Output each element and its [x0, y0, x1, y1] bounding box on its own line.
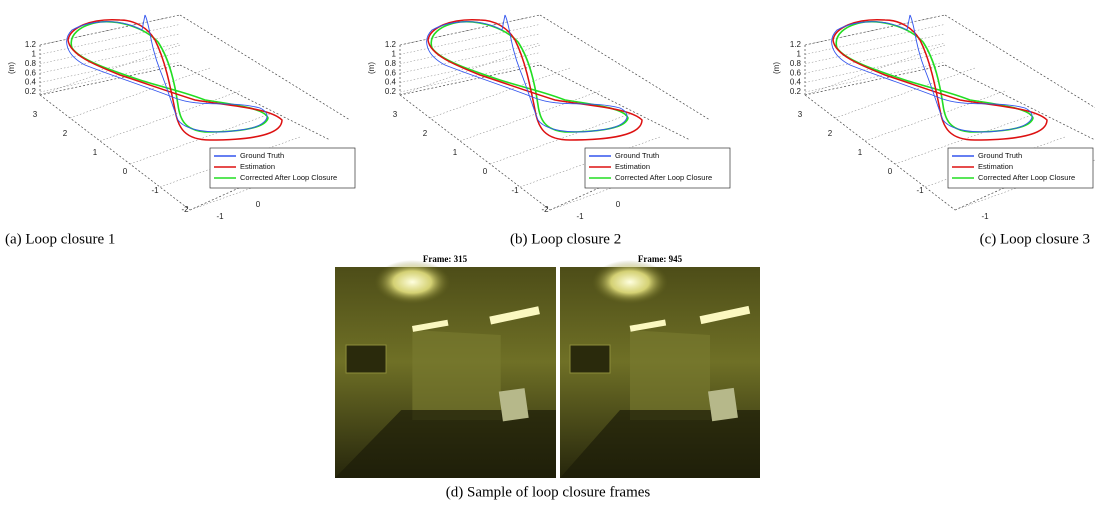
axis-edge	[40, 95, 190, 210]
lamp	[374, 260, 450, 304]
y-tick-label: -1	[511, 186, 519, 195]
trajectory	[833, 20, 1047, 140]
caption: (a) Loop closure 1	[5, 231, 115, 247]
camera-frame	[335, 260, 556, 478]
legend-label: Ground Truth	[615, 151, 659, 160]
z-tick-label: 1.2	[385, 40, 397, 49]
z-tick-label: 0.8	[790, 59, 802, 68]
trajectory	[71, 22, 268, 132]
y-tick-label: 1	[453, 148, 458, 157]
grid-line	[70, 68, 210, 118]
z-tick-label: 0.8	[25, 59, 37, 68]
legend-label: Estimation	[240, 162, 275, 171]
trajectory	[431, 22, 628, 132]
y-tick-label: 1	[858, 148, 863, 157]
x-tick-label: 0	[616, 200, 621, 209]
z-tick-label: 0.4	[25, 78, 37, 87]
trajectory	[428, 20, 642, 140]
legend: Ground Truth Estimation Corrected After Lo…	[585, 148, 730, 188]
figure: 1.210.80.60.40.2(m)3210-1-2-10Ground Tru…	[0, 0, 1095, 510]
y-tick-label: 0	[123, 167, 128, 176]
axis-edge	[180, 15, 350, 120]
y-tick-label: 2	[423, 129, 428, 138]
y-tick-label: -1	[916, 186, 924, 195]
axis-label: (m)	[7, 62, 16, 74]
lamp	[592, 260, 668, 304]
y-tick-label: 3	[798, 110, 803, 119]
legend: Ground Truth Estimation Corrected After Lo…	[210, 148, 355, 188]
y-tick-label: -2	[541, 205, 549, 214]
board	[499, 388, 529, 421]
y-tick-label: 3	[393, 110, 398, 119]
caption: (b) Loop closure 2	[510, 231, 621, 247]
legend-label: Ground Truth	[240, 151, 284, 160]
z-tick-label: 0.2	[25, 87, 37, 96]
z-tick-label: 1	[797, 50, 802, 59]
x-tick-label: -1	[981, 212, 989, 221]
x-tick-label: 0	[256, 200, 261, 209]
y-tick-label: 3	[33, 110, 38, 119]
wall	[412, 330, 500, 420]
trajectory	[836, 22, 1033, 132]
legend-label: Ground Truth	[978, 151, 1022, 160]
axis-label: (m)	[772, 62, 781, 74]
axis-edge	[540, 65, 690, 140]
axis-label: (m)	[367, 62, 376, 74]
z-tick-label: 0.6	[385, 68, 397, 77]
z-tick-label: 0.2	[790, 87, 802, 96]
z-tick-label: 1	[392, 50, 397, 59]
x-tick-label: -1	[576, 212, 584, 221]
y-tick-label: 2	[63, 129, 68, 138]
y-tick-label: 2	[828, 129, 833, 138]
legend: Ground Truth Estimation Corrected After Lo…	[948, 148, 1093, 188]
axis-edge	[540, 15, 710, 120]
legend-label: Estimation	[978, 162, 1013, 171]
window	[570, 345, 610, 373]
axis-edge	[400, 95, 550, 210]
caption: (c) Loop closure 3	[980, 231, 1090, 247]
divider	[556, 267, 560, 478]
camera-frame	[560, 260, 760, 478]
y-tick-label: 0	[888, 167, 893, 176]
y-tick-label: -2	[181, 205, 189, 214]
z-tick-label: 0.8	[385, 59, 397, 68]
legend-label: Corrected After Loop Closure	[240, 173, 337, 182]
axis-edge	[945, 65, 1095, 140]
x-tick-label: -1	[216, 212, 224, 221]
y-tick-label: 1	[93, 148, 98, 157]
page: {"figures": [ {"caption": "(a) Loop clos…	[0, 0, 1095, 510]
wall	[630, 330, 710, 420]
z-tick-label: 1	[32, 50, 37, 59]
z-tick-label: 1.2	[790, 40, 802, 49]
legend-label: Corrected After Loop Closure	[978, 173, 1075, 182]
y-tick-label: -1	[151, 186, 159, 195]
z-tick-label: 0.2	[385, 87, 397, 96]
axis-edge	[180, 65, 330, 140]
caption: (d) Sample of loop closure frames	[446, 484, 651, 500]
z-tick-label: 0.4	[790, 78, 802, 87]
legend-label: Corrected After Loop Closure	[615, 173, 712, 182]
y-tick-label: 0	[483, 167, 488, 176]
z-tick-label: 0.4	[385, 78, 397, 87]
legend-label: Estimation	[615, 162, 650, 171]
grid-line	[430, 68, 570, 118]
z-tick-label: 0.6	[25, 68, 37, 77]
grid-line	[835, 68, 975, 118]
z-tick-label: 1.2	[25, 40, 37, 49]
window	[346, 345, 386, 373]
axis-edge	[805, 95, 955, 210]
plot-3d: 1.210.80.60.40.2(m)3210-1-2-10Ground Tru…	[367, 15, 730, 221]
board	[708, 388, 738, 421]
trajectory	[68, 20, 282, 140]
z-tick-label: 0.6	[790, 68, 802, 77]
